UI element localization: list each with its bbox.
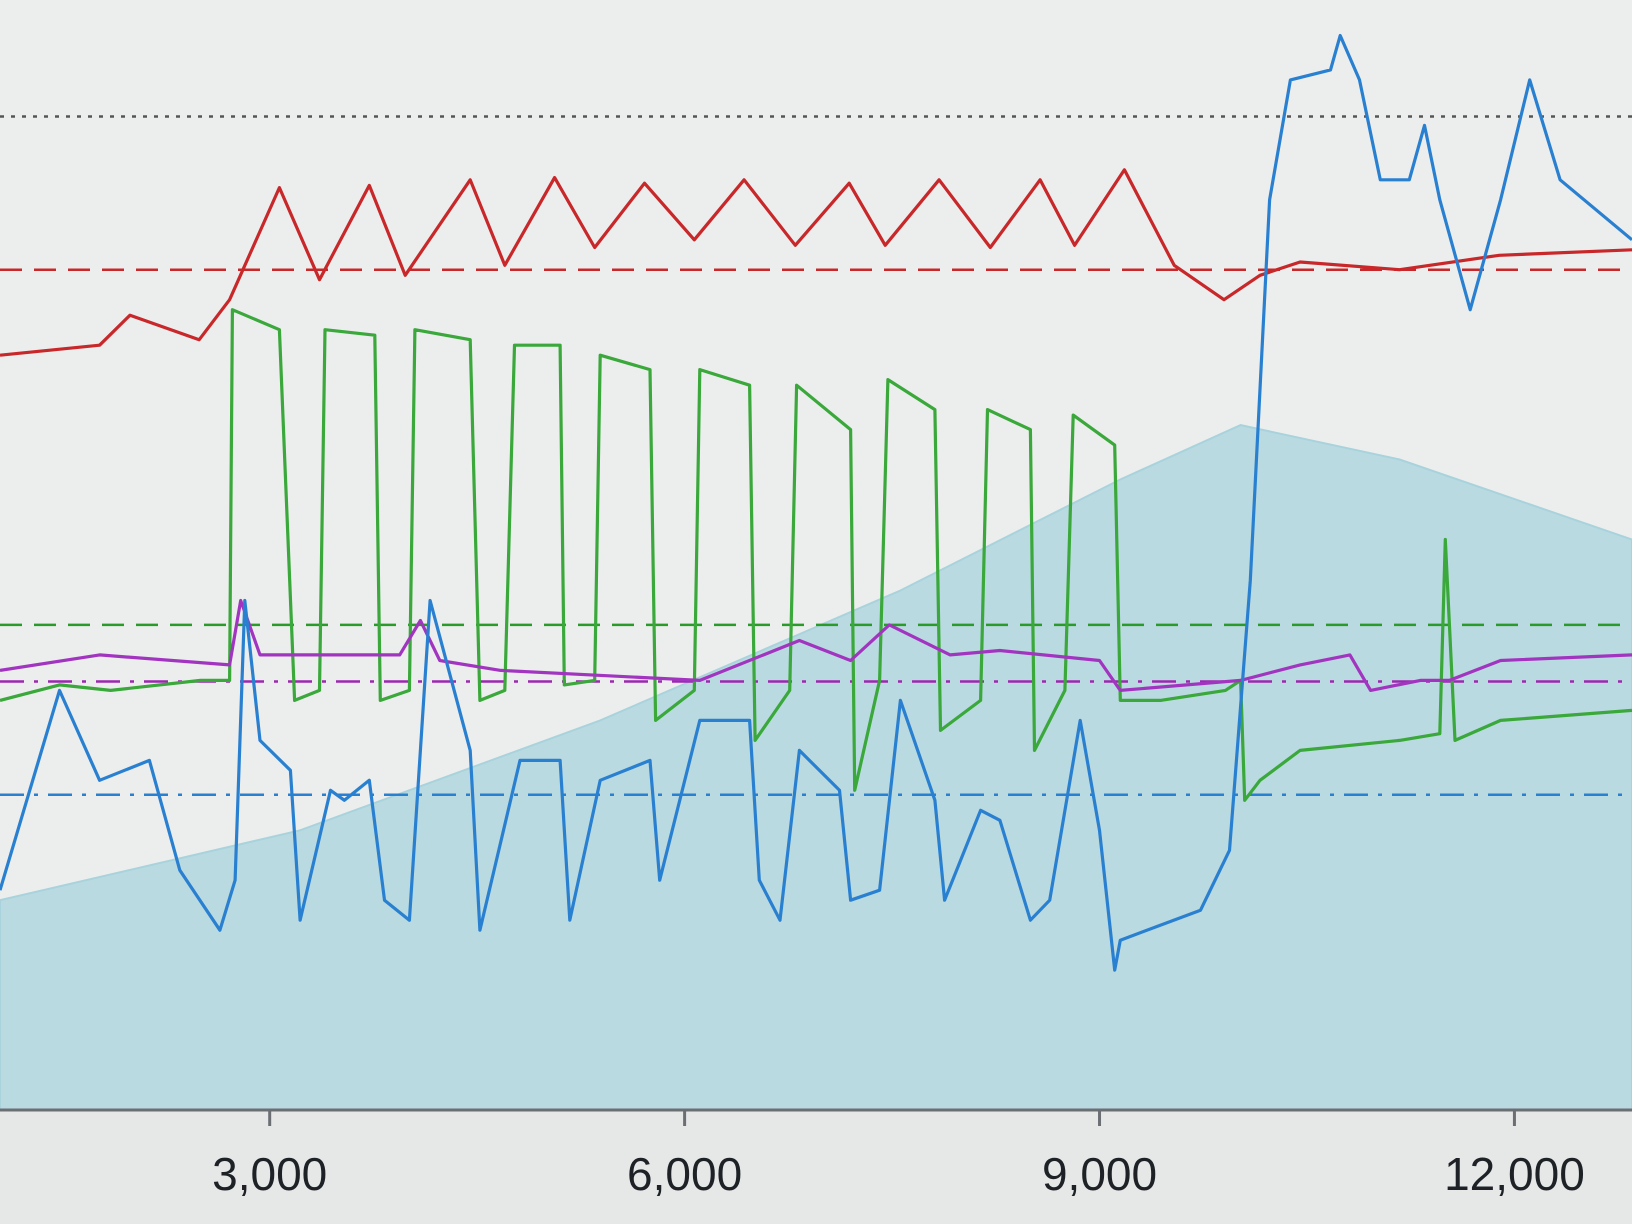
x-tick-label: 12,000 bbox=[1444, 1148, 1585, 1200]
series-line bbox=[0, 168, 1632, 357]
x-axis: 3,000 6,000 9,000 12,000 bbox=[212, 1110, 1585, 1200]
x-tick-label: 9,000 bbox=[1042, 1148, 1157, 1200]
x-tick-label: 6,000 bbox=[627, 1148, 742, 1200]
series-line bbox=[0, 33, 1632, 972]
line-layer bbox=[0, 33, 1632, 972]
reference-lines bbox=[0, 115, 1632, 797]
series-line bbox=[0, 598, 1632, 692]
x-tick-label: 3,000 bbox=[212, 1148, 327, 1200]
